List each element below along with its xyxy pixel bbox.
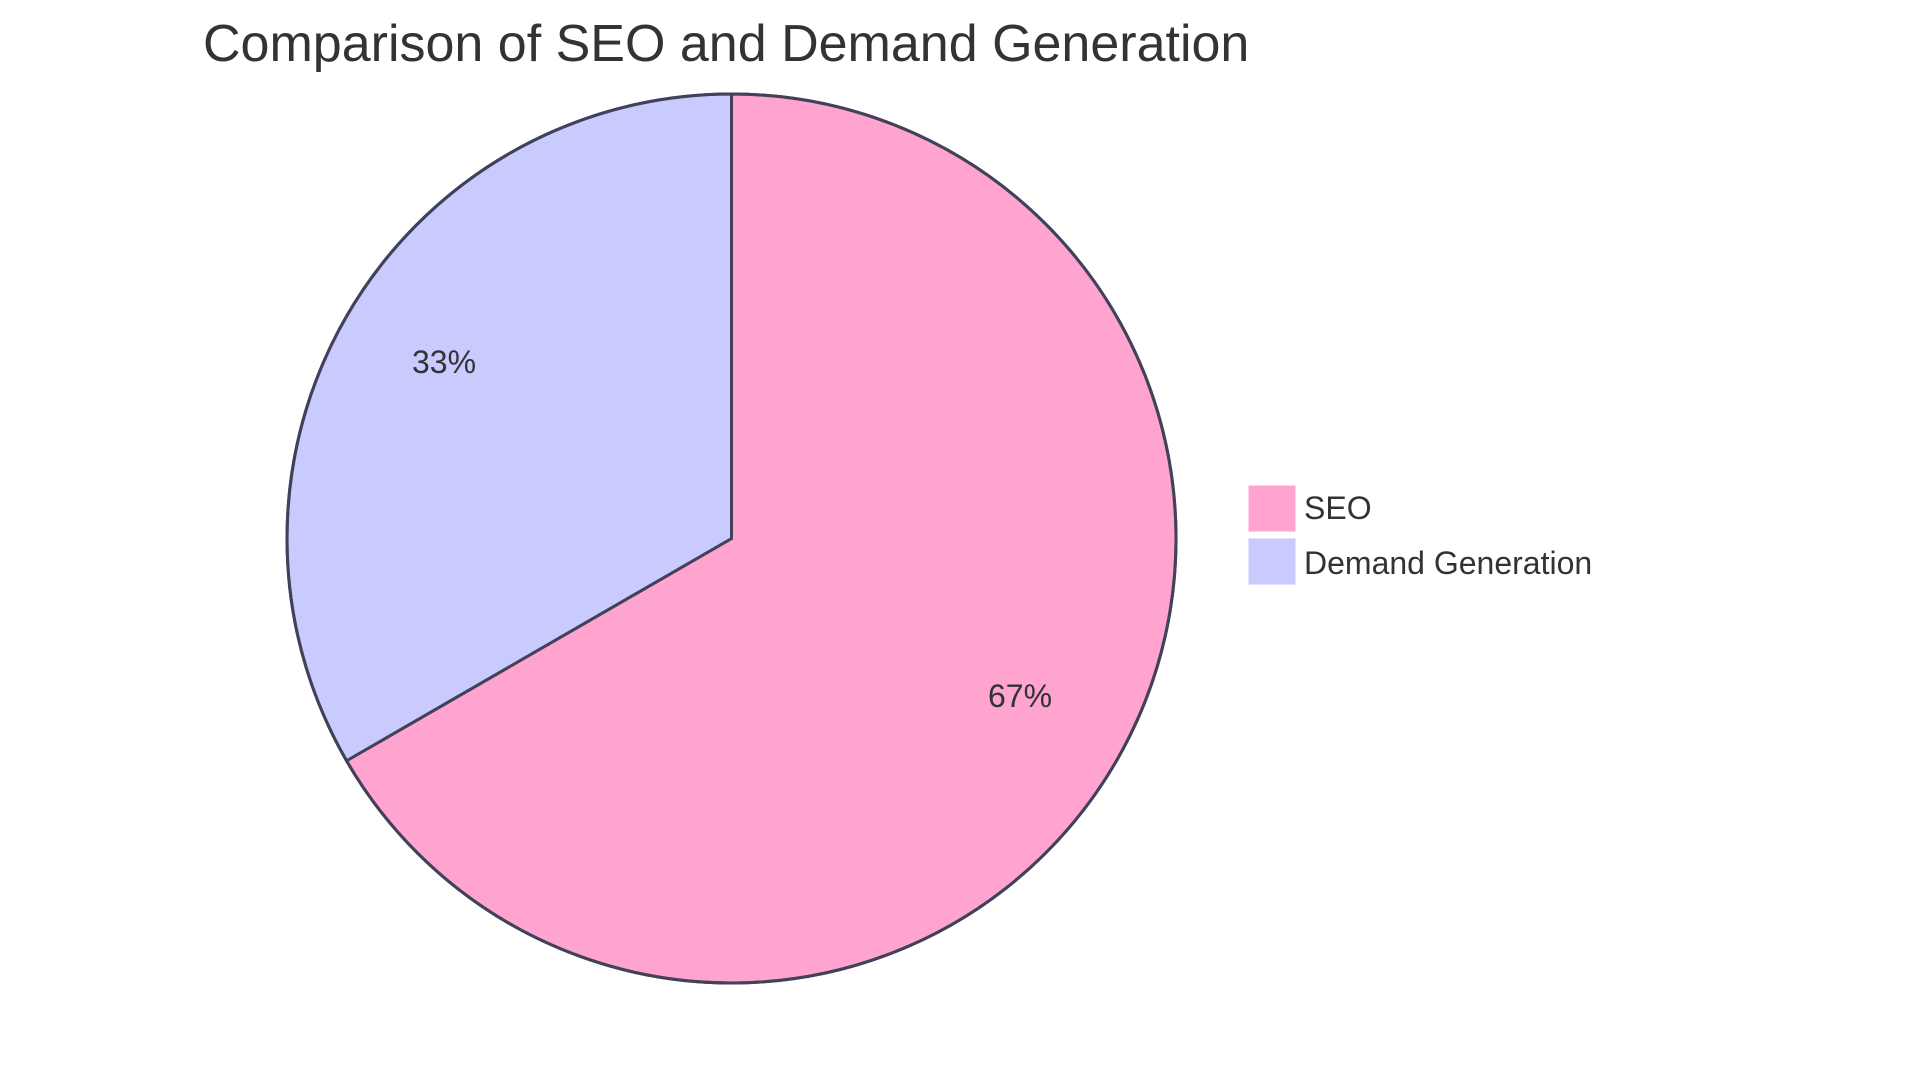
legend-item-seo: SEO [1248, 485, 1372, 532]
legend-item-demand-generation: Demand Generation [1248, 538, 1592, 585]
pie: 33% 67% [285, 92, 1178, 985]
legend-label-seo: SEO [1304, 490, 1372, 526]
legend-swatch-seo [1248, 485, 1296, 532]
legend-label-demand-generation: Demand Generation [1304, 545, 1592, 581]
pie-outline [285, 92, 1178, 985]
slice-label-seo: 67% [988, 678, 1052, 714]
slice-label-demand-generation: 33% [412, 344, 476, 380]
legend: SEO Demand Generation [1248, 485, 1592, 585]
chart-title: Comparison of SEO and Demand Generation [203, 15, 1249, 73]
legend-swatch-demand-generation [1248, 538, 1296, 585]
